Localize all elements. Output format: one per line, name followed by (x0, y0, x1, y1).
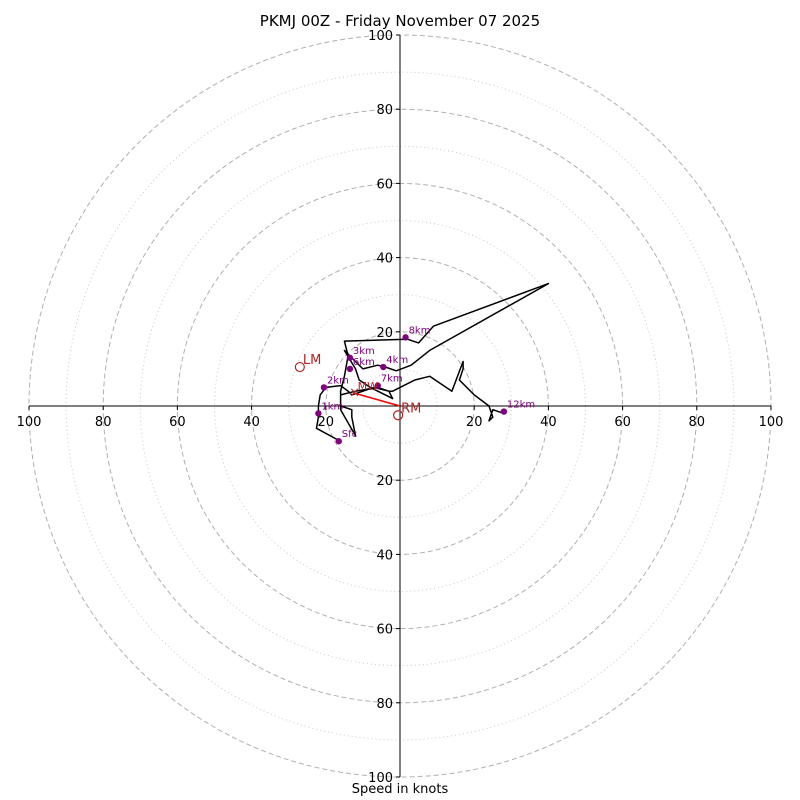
x-tick-label-4: 20 (318, 415, 335, 430)
x-tick-label-6: 40 (540, 415, 557, 430)
x-tick-label-2: 60 (169, 415, 186, 430)
level-marker-1 (315, 410, 322, 417)
level-label-4: 4km (386, 355, 408, 366)
x-tick-label-7: 60 (614, 415, 631, 430)
y-tick-label-8: 80 (376, 697, 393, 712)
level-label-5: 6km (353, 357, 375, 368)
level-label-0: Sfc (342, 429, 357, 440)
level-marker-2 (320, 384, 328, 391)
level-marker-4 (380, 363, 387, 371)
x-tick-label-0: 100 (17, 415, 42, 430)
level-label-3: 3km (353, 346, 375, 357)
storm-motion-lm-label: LM (303, 353, 321, 368)
level-label-6: 7km (381, 374, 403, 385)
y-tick-label-6: 40 (376, 548, 393, 563)
y-tick-label-0: 100 (368, 29, 393, 44)
storm-motion-rm-marker (393, 410, 404, 421)
mean-wind-marker: × (349, 386, 360, 401)
level-marker-0 (335, 438, 342, 445)
x-tick-label-8: 80 (689, 415, 706, 430)
level-marker-7 (402, 334, 409, 341)
level-marker-3 (346, 354, 354, 361)
x-tick-label-3: 40 (243, 415, 260, 430)
y-tick-label-2: 60 (376, 177, 393, 192)
level-marker-5 (346, 365, 354, 373)
x-tick-label-9: 100 (759, 415, 784, 430)
level-label-1: 1km (321, 401, 343, 412)
x-tick-label-1: 80 (95, 415, 112, 430)
x-axis-label: Speed in knots (351, 782, 449, 797)
x-tick-label-5: 20 (466, 415, 483, 430)
y-tick-label-1: 80 (376, 103, 393, 118)
y-tick-label-4: 20 (376, 326, 393, 341)
level-label-2: 2km (327, 375, 349, 386)
storm-motion-rm-label: RM (401, 401, 421, 416)
y-tick-label-7: 60 (376, 623, 393, 638)
y-tick-label-9: 100 (368, 771, 393, 786)
level-label-8: 12km (507, 400, 535, 411)
y-tick-label-3: 40 (376, 252, 393, 267)
level-marker-8 (500, 408, 508, 415)
level-marker-6 (374, 382, 381, 389)
chart-title: PKMJ 00Z - Friday November 07 2025 (259, 12, 541, 30)
mean-wind-label: MW (358, 380, 378, 393)
mean-wind-vector (353, 392, 401, 407)
y-tick-label-5: 20 (376, 474, 393, 489)
storm-motion-lm-marker (294, 361, 305, 373)
level-label-7: 8km (409, 325, 431, 336)
hodograph-trace (315, 282, 550, 441)
